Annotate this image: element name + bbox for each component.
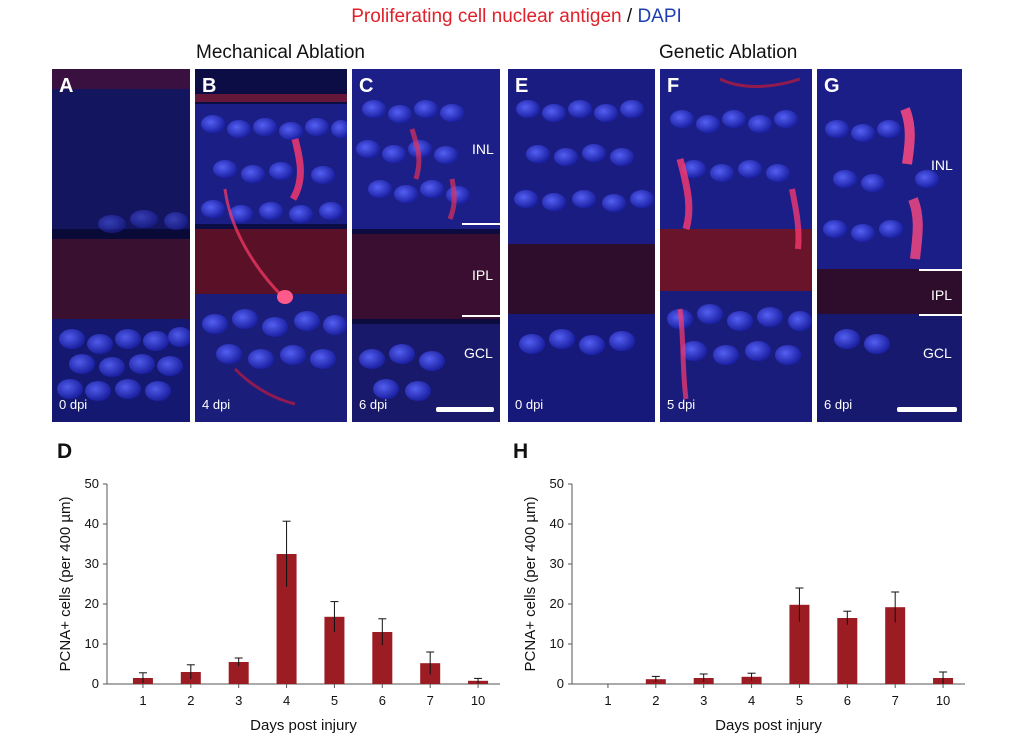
group-title-mechanical: Mechanical Ablation [196,42,365,63]
title-dapi: DAPI [637,6,682,27]
panel-label-b: B [202,75,217,97]
title-pcna: Proliferating cell nuclear antigen [351,6,622,27]
x-tick-label: 1 [604,693,611,708]
x-tick-label: 10 [471,693,485,708]
panel-time-f: 5 dpi [667,397,696,412]
panel-time-b: 4 dpi [202,397,231,412]
scale-bar-g [897,407,957,412]
bar [372,632,393,684]
y-tick-label: 10 [550,636,564,651]
y-tick-label: 20 [550,596,564,611]
y-tick-label: 40 [550,516,564,531]
panel-label-f: F [667,75,680,97]
y-tick-label: 10 [85,636,99,651]
layer-divider-c-2 [462,315,500,317]
bar-chart-d: 0 10 20 30 40 50 1 2 3 4 5 6 7 10 Days post injury PCNA… [57,476,500,734]
x-axis-label: Days post injury [715,717,822,734]
micrograph-panel-b: B 4 dpi [195,69,347,422]
micrograph-image-b [195,69,347,422]
x-tick-label: 3 [700,693,707,708]
figure-title: Proliferating cell nuclear antigen / DAP… [0,6,1033,28]
bar-chart-h: 0 10 20 30 40 50 1 2 3 4 5 6 7 10 Days post injury PCNA… [522,476,965,734]
chart-letter-d: D [57,440,73,463]
layer-label-inl-c: INL [472,141,494,157]
y-tick-label: 30 [85,556,99,571]
panel-label-c: C [359,75,374,97]
panel-time-e: 0 dpi [515,397,544,412]
micrograph-panel-c: C INL IPL GCL 6 dpi [352,69,500,422]
panel-label-g: G [824,75,840,97]
x-tick-label: 6 [379,693,386,708]
chart-letter-h: H [513,440,529,463]
x-tick-label: 7 [892,693,899,708]
group-title-genetic: Genetic Ablation [659,42,798,63]
x-tick-label: 10 [936,693,950,708]
bar [228,662,249,684]
layer-label-inl-g: INL [931,157,953,173]
panel-time-c: 6 dpi [359,397,388,412]
micrograph-image-a [52,69,190,422]
y-tick-label: 30 [550,556,564,571]
layer-divider-g-1 [919,269,962,271]
y-axis-label: PCNA+ cells (per 400 µm) [57,497,74,672]
panel-time-a: 0 dpi [59,397,88,412]
layer-label-gcl-c: GCL [464,345,493,361]
micrograph-panel-f: F 5 dpi [660,69,812,422]
layer-label-ipl-g: IPL [931,287,953,303]
layer-divider-c-1 [462,223,500,225]
scale-bar-c [436,407,494,412]
x-tick-label: 4 [283,693,290,708]
x-tick-label: 5 [331,693,338,708]
y-tick-label: 20 [85,596,99,611]
x-tick-label: 2 [652,693,659,708]
x-tick-label: 3 [235,693,242,708]
title-separator: / [621,6,638,27]
layer-label-gcl-g: GCL [923,345,952,361]
x-tick-label: 4 [748,693,755,708]
x-tick-label: 5 [796,693,803,708]
bar [885,607,906,684]
x-axis-label: Days post injury [250,717,357,734]
x-tick-label: 6 [844,693,851,708]
y-tick-label: 0 [557,676,564,691]
bar [276,554,297,684]
y-tick-label: 50 [85,476,99,491]
micrograph-panel-g: G INL IPL GCL 6 dpi [817,69,962,422]
layer-label-ipl-c: IPL [472,267,494,283]
layer-divider-g-2 [919,314,962,316]
bar [837,618,858,684]
micrograph-image-c [352,69,500,422]
micrograph-image-e [508,69,655,422]
bar [741,676,762,684]
y-tick-label: 50 [550,476,564,491]
micrograph-image-g [817,69,962,422]
panel-time-g: 6 dpi [824,397,853,412]
micrograph-panel-a: A 0 dpi [52,69,190,422]
panel-label-a: A [59,75,74,97]
y-axis-label: PCNA+ cells (per 400 µm) [522,497,539,672]
x-tick-label: 2 [187,693,194,708]
x-tick-label: 1 [139,693,146,708]
x-tick-label: 7 [427,693,434,708]
bar [789,604,810,684]
y-tick-label: 0 [92,676,99,691]
panel-label-e: E [515,75,529,97]
bar [324,616,345,684]
y-tick-label: 40 [85,516,99,531]
micrograph-panel-e: E 0 dpi [508,69,655,422]
micrograph-image-f [660,69,812,422]
